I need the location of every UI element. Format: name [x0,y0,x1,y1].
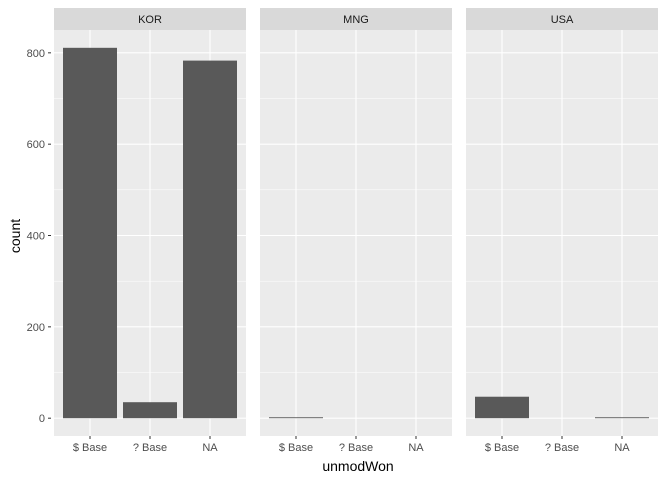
x-tick-label: ? Base [545,442,579,454]
y-tick-label: 400 [27,231,45,243]
x-tick-label: NA [408,442,424,454]
y-tick-label: 0 [39,413,45,425]
x-tick-label: NA [202,442,218,454]
facet-strip-label: KOR [138,14,162,26]
facet-strip-label: MNG [343,14,369,26]
x-tick-label: ? Base [133,442,167,454]
x-tick-label: ? Base [339,442,373,454]
bar-kor-2 [183,60,237,419]
y-axis-title: count [7,219,23,253]
facet-strip-kor [54,8,246,30]
bar-mng-0 [269,417,323,419]
y-tick-label: 200 [27,322,45,334]
facet-strip-mng [260,8,452,30]
facet-strip-label: USA [551,14,574,26]
bar-kor-1 [123,402,177,419]
x-tick-label: $ Base [73,442,107,454]
bar-usa-2 [595,417,649,419]
x-tick-label: $ Base [279,442,313,454]
y-tick-label: 600 [27,139,45,151]
facet-strip-usa [466,8,658,30]
y-tick-label: 800 [27,48,45,60]
x-tick-label: $ Base [485,442,519,454]
bar-kor-0 [63,47,117,419]
bar-usa-0 [475,396,529,419]
x-axis-title: unmodWon [322,458,393,474]
x-tick-label: NA [614,442,630,454]
